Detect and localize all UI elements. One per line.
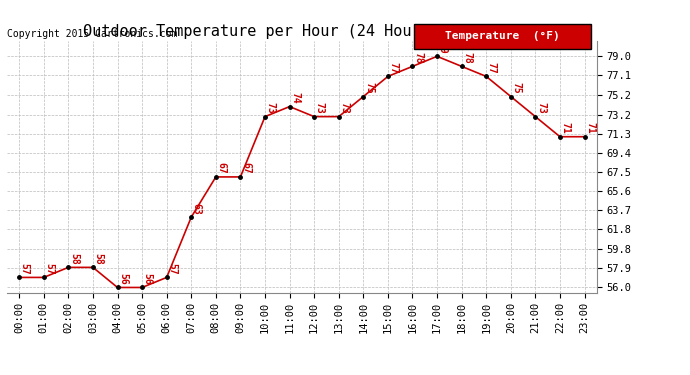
Text: 63: 63: [192, 202, 201, 214]
Text: 77: 77: [388, 62, 398, 74]
Text: 58: 58: [69, 253, 79, 265]
Text: 73: 73: [339, 102, 349, 114]
Text: 73: 73: [315, 102, 325, 114]
Text: 56: 56: [143, 273, 152, 285]
Text: 57: 57: [20, 263, 30, 274]
Text: 74: 74: [290, 92, 300, 104]
Text: 75: 75: [364, 82, 374, 94]
Text: 75: 75: [511, 82, 522, 94]
Text: 67: 67: [217, 162, 226, 174]
Text: 57: 57: [167, 263, 177, 274]
Text: 56: 56: [118, 273, 128, 285]
Text: Temperature  (°F): Temperature (°F): [445, 31, 560, 41]
Text: 78: 78: [462, 52, 472, 64]
Text: 67: 67: [241, 162, 251, 174]
Text: 71: 71: [560, 122, 571, 134]
Text: 57: 57: [44, 263, 55, 274]
Text: 58: 58: [93, 253, 104, 265]
Title: Outdoor Temperature per Hour (24 Hours) 20150525: Outdoor Temperature per Hour (24 Hours) …: [83, 24, 521, 39]
Text: 73: 73: [536, 102, 546, 114]
Text: 78: 78: [413, 52, 423, 64]
Text: 71: 71: [585, 122, 595, 134]
Text: Copyright 2015 Cartronics.com: Copyright 2015 Cartronics.com: [7, 29, 177, 39]
Text: 79: 79: [437, 42, 448, 54]
Text: 73: 73: [266, 102, 275, 114]
Text: 77: 77: [486, 62, 497, 74]
